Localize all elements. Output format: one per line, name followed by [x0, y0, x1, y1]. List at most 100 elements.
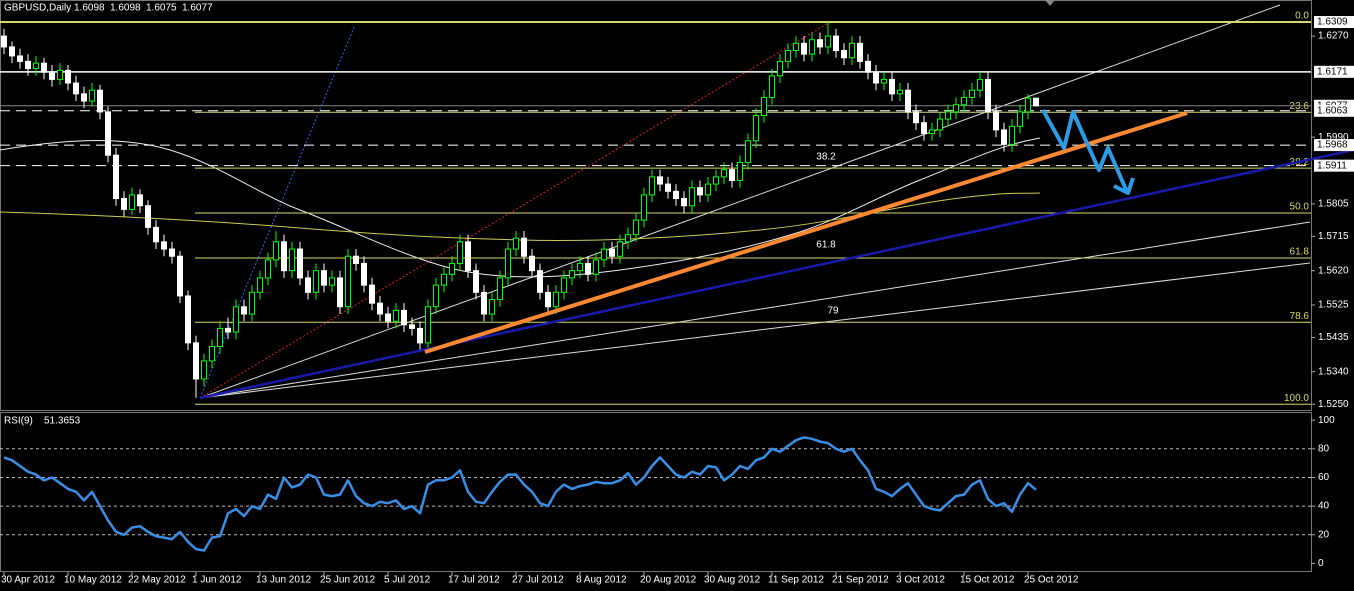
candle-body — [297, 248, 303, 279]
candle-body — [9, 46, 15, 57]
candle-body — [1009, 125, 1015, 145]
candle-body — [441, 273, 447, 286]
fan-line-blue-dotted — [199, 24, 356, 399]
fib-level-label: 61.8 — [1290, 247, 1310, 258]
candle-body — [1001, 129, 1007, 145]
candle-body — [721, 169, 727, 178]
candle-body — [681, 198, 687, 207]
trendlines — [199, 109, 1354, 400]
price-level-label: 1.5911 — [1317, 160, 1347, 171]
candle-body — [593, 259, 599, 275]
candle-body — [49, 71, 55, 80]
price-level-box — [1314, 159, 1354, 172]
price-level-box — [1314, 65, 1354, 78]
y-tick-label: 1.5620 — [1318, 265, 1349, 276]
moving-average-white — [0, 137, 1041, 278]
candle-body — [585, 262, 591, 275]
y-tick-label: 1.5990 — [1318, 132, 1349, 143]
candle-body — [73, 82, 79, 95]
candle-body — [489, 299, 495, 315]
candle-body — [777, 60, 783, 77]
candle-body — [697, 187, 703, 196]
x-tick-label: 30 Apr 2012 — [1, 575, 55, 586]
candle-body — [497, 277, 503, 301]
candle-body — [17, 55, 23, 62]
x-tick-label: 8 Aug 2012 — [576, 575, 627, 586]
price-level-label: 1.6063 — [1317, 105, 1348, 116]
candle-body — [313, 270, 319, 293]
candle-body — [225, 327, 231, 333]
y-tick-label: 1.6270 — [1318, 31, 1349, 42]
x-tick-label: 11 Sep 2012 — [768, 575, 824, 586]
candle-body — [233, 306, 239, 333]
candle-body — [89, 89, 95, 102]
candle-body — [65, 69, 71, 84]
candle-body — [553, 291, 559, 308]
x-tick-label: 25 Jun 2012 — [320, 575, 375, 586]
shift-marker — [1045, 0, 1055, 6]
y-tick-label: 1.5340 — [1318, 366, 1349, 377]
candle-body — [129, 194, 135, 210]
candle-body — [457, 241, 463, 264]
candle-body — [745, 140, 751, 163]
candle-body — [673, 190, 679, 200]
fib-level-label: 78.6 — [1290, 311, 1310, 322]
main-panel-frame — [0, 0, 1312, 411]
rsi-line — [3, 436, 1037, 552]
candle-body — [425, 306, 431, 344]
x-tick-label: 30 Aug 2012 — [704, 575, 761, 586]
candle-body — [393, 309, 399, 322]
rsi-y-tick-label: 20 — [1318, 529, 1330, 540]
candle-body — [97, 89, 103, 113]
candle-body — [625, 234, 631, 243]
candle-body — [377, 302, 383, 315]
x-tick-label: 22 May 2012 — [128, 575, 186, 586]
x-tick-label: 5 Jul 2012 — [384, 575, 431, 586]
moving-average-yellow — [0, 192, 1041, 242]
fan-line-white — [199, 4, 1281, 399]
candle-body — [369, 284, 375, 304]
candle-body — [345, 255, 351, 308]
y-tick-label: 1.5805 — [1318, 199, 1349, 210]
candle-body — [433, 284, 439, 308]
candle-body — [601, 248, 607, 261]
fib-level-label: 50.0 — [1290, 202, 1310, 213]
candle-body — [569, 270, 575, 279]
candle-body — [913, 111, 919, 124]
candle-body — [265, 259, 271, 279]
candle-body — [177, 255, 183, 297]
candle-body — [857, 42, 863, 62]
rsi-panel-frame — [0, 412, 1312, 572]
candle-body — [769, 75, 775, 98]
candle-body — [169, 248, 175, 257]
candle-body — [41, 62, 47, 73]
candle-body — [217, 327, 223, 347]
candle-body — [665, 183, 671, 192]
candle-body — [249, 291, 255, 315]
rsi-y-tick-label: 60 — [1318, 472, 1330, 483]
candle-body — [905, 89, 911, 113]
candle-body — [81, 93, 87, 102]
price-level-label: 1.5968 — [1317, 140, 1348, 151]
x-tick-label: 15 Oct 2012 — [960, 575, 1015, 586]
candle-body — [753, 114, 759, 142]
fan-annotation: 61.8 — [816, 240, 836, 251]
rsi-title: RSI(9) — [4, 416, 33, 427]
candle-body — [961, 96, 967, 106]
header-high: 1.6098 — [110, 3, 141, 14]
candle-body — [361, 262, 367, 286]
candle-body — [153, 226, 159, 243]
candle-body — [801, 42, 807, 55]
candle-body — [977, 78, 983, 91]
candle-body — [417, 327, 423, 344]
price-level-box — [1314, 16, 1354, 29]
candle-body — [833, 35, 839, 52]
candle-body — [657, 176, 663, 185]
candle-body — [257, 277, 263, 293]
fan-line-white — [199, 262, 1311, 399]
candle-body — [993, 111, 999, 131]
x-tick-label: 21 Sep 2012 — [832, 575, 889, 586]
candle-body — [409, 324, 415, 329]
candle-body — [113, 154, 119, 200]
